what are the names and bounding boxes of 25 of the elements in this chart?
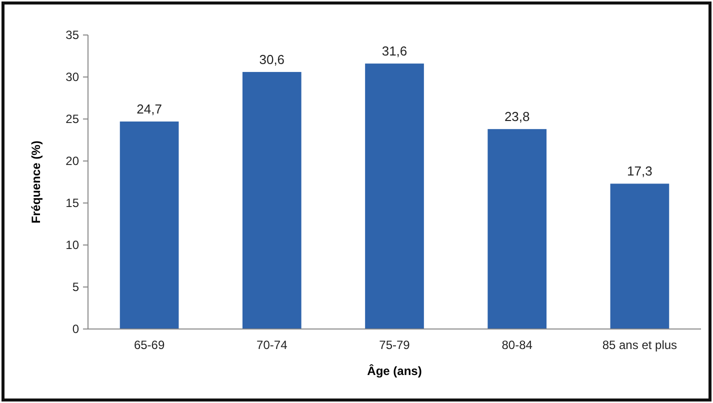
bar — [242, 72, 302, 329]
y-tick-label: 30 — [66, 70, 80, 84]
data-label: 24,7 — [136, 102, 162, 117]
bar — [488, 129, 547, 329]
x-tick-label: 85 ans et plus — [602, 338, 678, 352]
y-tick-label: 0 — [72, 322, 80, 336]
x-tick-label: 65-69 — [134, 338, 165, 352]
bar — [610, 184, 670, 329]
y-tick-label: 25 — [66, 112, 80, 126]
y-axis-title: Fréquence (%) — [29, 140, 43, 224]
x-axis-title: Âge (ans) — [367, 364, 422, 378]
data-label: 17,3 — [627, 164, 652, 179]
bar — [120, 122, 179, 329]
y-tick-label: 20 — [66, 154, 80, 168]
y-tick-label: 35 — [66, 28, 80, 42]
bar — [365, 64, 424, 329]
x-tick-label: 70-74 — [256, 338, 288, 352]
x-tick-label: 75-79 — [379, 338, 410, 352]
data-label: 31,6 — [382, 44, 408, 59]
y-tick-label: 5 — [72, 280, 80, 294]
data-label: 23,8 — [504, 109, 530, 124]
y-tick-label: 10 — [66, 238, 80, 252]
x-tick-label: 80-84 — [502, 338, 533, 352]
data-label: 30,6 — [259, 52, 285, 67]
y-tick-label: 15 — [66, 196, 80, 210]
